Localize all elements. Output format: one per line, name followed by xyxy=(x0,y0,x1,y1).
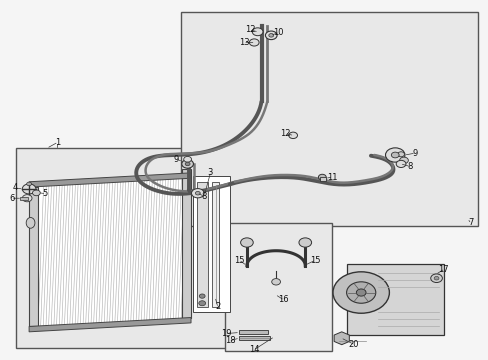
Text: 7: 7 xyxy=(467,219,472,228)
Circle shape xyxy=(288,132,297,139)
Text: 12: 12 xyxy=(244,26,255,35)
Circle shape xyxy=(271,279,280,285)
Bar xyxy=(319,177,325,181)
Circle shape xyxy=(195,192,200,195)
Circle shape xyxy=(182,159,193,168)
Text: 11: 11 xyxy=(326,173,337,182)
Circle shape xyxy=(185,162,190,166)
Text: 15: 15 xyxy=(234,256,244,265)
Text: 3: 3 xyxy=(207,168,213,177)
Text: 4: 4 xyxy=(12,183,18,192)
Circle shape xyxy=(199,301,205,306)
Text: 8: 8 xyxy=(201,192,206,201)
Bar xyxy=(238,330,267,334)
Text: 15: 15 xyxy=(309,256,320,265)
Circle shape xyxy=(22,184,36,194)
Bar xyxy=(224,223,331,351)
Text: 14: 14 xyxy=(248,345,259,354)
Bar xyxy=(193,176,229,312)
Text: 6: 6 xyxy=(9,194,15,203)
Circle shape xyxy=(346,282,375,303)
Circle shape xyxy=(199,294,204,298)
Ellipse shape xyxy=(26,217,35,228)
Circle shape xyxy=(252,28,263,36)
Text: 17: 17 xyxy=(438,265,448,274)
Circle shape xyxy=(32,190,40,196)
Bar xyxy=(197,182,207,307)
Text: 10: 10 xyxy=(273,28,283,37)
Text: 9: 9 xyxy=(411,149,416,158)
Circle shape xyxy=(27,182,31,186)
Circle shape xyxy=(332,272,388,313)
Text: 1: 1 xyxy=(55,138,60,147)
Circle shape xyxy=(397,152,404,157)
Circle shape xyxy=(265,31,277,40)
Bar xyxy=(238,336,270,340)
Text: 20: 20 xyxy=(348,340,358,349)
Text: 12: 12 xyxy=(280,129,290,138)
Text: 5: 5 xyxy=(42,189,48,198)
Bar xyxy=(181,12,477,226)
Text: 8: 8 xyxy=(407,162,412,171)
Text: 18: 18 xyxy=(224,336,235,345)
Circle shape xyxy=(191,189,203,198)
Text: 19: 19 xyxy=(220,329,231,338)
Text: 13: 13 xyxy=(239,38,249,47)
Bar xyxy=(211,182,219,307)
Bar xyxy=(182,169,191,318)
Circle shape xyxy=(298,238,311,247)
Circle shape xyxy=(268,33,273,37)
Circle shape xyxy=(356,289,366,296)
Circle shape xyxy=(22,195,32,202)
Circle shape xyxy=(433,276,438,280)
Circle shape xyxy=(183,157,191,162)
Bar xyxy=(20,197,28,200)
Bar xyxy=(29,187,38,327)
Bar xyxy=(16,148,249,348)
Circle shape xyxy=(249,39,259,46)
Polygon shape xyxy=(29,173,191,187)
Text: 2: 2 xyxy=(215,302,220,311)
Circle shape xyxy=(399,157,407,163)
Polygon shape xyxy=(38,175,183,330)
Circle shape xyxy=(430,274,442,283)
Circle shape xyxy=(240,238,253,247)
Text: 16: 16 xyxy=(278,295,288,304)
Bar xyxy=(346,264,443,336)
Polygon shape xyxy=(29,318,191,332)
Circle shape xyxy=(395,160,405,167)
Text: 9: 9 xyxy=(173,155,179,164)
Circle shape xyxy=(318,174,325,180)
Circle shape xyxy=(390,152,398,158)
Circle shape xyxy=(385,148,404,162)
